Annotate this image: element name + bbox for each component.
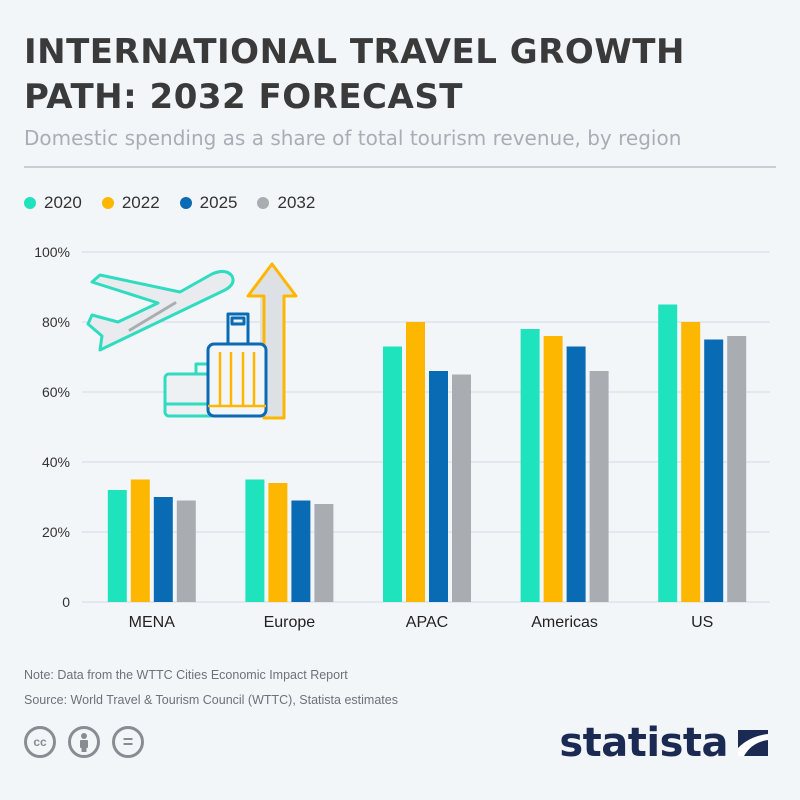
no-derivatives-icon[interactable]: = <box>112 726 144 758</box>
statista-logo[interactable]: statista <box>559 720 770 766</box>
chart-source[interactable]: Source: World Travel & Tourism Council (… <box>24 693 398 707</box>
chart-subtitle: Domestic spending as a share of total to… <box>24 126 682 150</box>
suitcase-icon <box>206 312 268 418</box>
bar-americas-2025 <box>566 346 586 602</box>
brand-wordmark: statista <box>559 720 728 766</box>
bar-apac-2020 <box>383 346 402 602</box>
y-tick-label: 40% <box>42 454 70 470</box>
x-tick-label: US <box>691 614 713 631</box>
bar-us-2020 <box>658 304 678 602</box>
y-axis: 0 20% 40% 60% 80% 100% <box>34 244 70 610</box>
bar-mena-2022 <box>130 479 150 602</box>
bar-americas-2020 <box>520 329 540 602</box>
bar-mena-2025 <box>153 497 173 602</box>
legend-swatch <box>179 197 192 209</box>
bar-us-2022 <box>681 322 701 602</box>
bar-mena-2032 <box>176 500 196 602</box>
license-icons: cc = <box>24 726 144 758</box>
x-axis: MENA Europe APAC Americas US <box>129 614 714 631</box>
legend-swatch <box>101 197 114 209</box>
bar-apac-2022 <box>406 322 425 602</box>
y-tick-label: 100% <box>34 244 70 260</box>
chart-note: Note: Data from the WTTC Cities Economic… <box>24 668 348 682</box>
legend-item-2025: 2025 <box>179 193 238 213</box>
y-tick-label: 20% <box>42 524 70 540</box>
travel-illustration-icon <box>86 262 298 420</box>
chart-legend: 2020 2022 2025 2032 <box>24 192 335 214</box>
x-tick-label: Europe <box>264 614 316 631</box>
legend-item-2022: 2022 <box>101 193 160 213</box>
y-tick-label: 0 <box>62 594 70 610</box>
bar-americas-2032 <box>589 371 609 602</box>
x-tick-label: MENA <box>129 614 176 631</box>
chart-bars <box>107 304 747 602</box>
legend-label: 2020 <box>44 193 82 212</box>
statista-mark-icon <box>738 730 768 756</box>
bar-us-2032 <box>727 336 747 602</box>
by-person-icon[interactable] <box>68 726 100 758</box>
chart-title: INTERNATIONAL TRAVEL GROWTH PATH: 2032 F… <box>24 32 685 117</box>
x-tick-label: Americas <box>531 614 598 631</box>
legend-label: 2025 <box>199 193 238 212</box>
bar-europe-2020 <box>245 479 265 602</box>
legend-label: 2032 <box>277 193 316 212</box>
bar-europe-2025 <box>291 500 311 602</box>
legend-item-2020: 2020 <box>24 193 82 213</box>
bar-chart: 0 20% 40% 60% 80% 100% MENA Europe APAC Americas… <box>34 244 770 631</box>
bar-europe-2022 <box>268 483 288 602</box>
bar-europe-2032 <box>314 504 334 602</box>
bar-apac-2032 <box>452 374 471 602</box>
legend-swatch <box>257 197 270 209</box>
legend-swatch <box>24 197 36 209</box>
y-tick-label: 60% <box>42 384 70 400</box>
x-tick-label: APAC <box>406 614 448 631</box>
cc-icon[interactable]: cc <box>24 726 56 758</box>
airplane-icon <box>86 269 235 352</box>
bar-apac-2025 <box>429 371 448 602</box>
bar-us-2025 <box>704 339 724 602</box>
title-divider <box>24 166 776 168</box>
bar-americas-2022 <box>543 336 563 602</box>
legend-item-2032: 2032 <box>257 193 315 213</box>
license-glyph: = <box>122 731 134 752</box>
y-tick-label: 80% <box>42 314 70 330</box>
license-glyph: cc <box>33 735 47 749</box>
legend-label: 2022 <box>121 193 160 212</box>
bar-mena-2020 <box>107 490 127 602</box>
